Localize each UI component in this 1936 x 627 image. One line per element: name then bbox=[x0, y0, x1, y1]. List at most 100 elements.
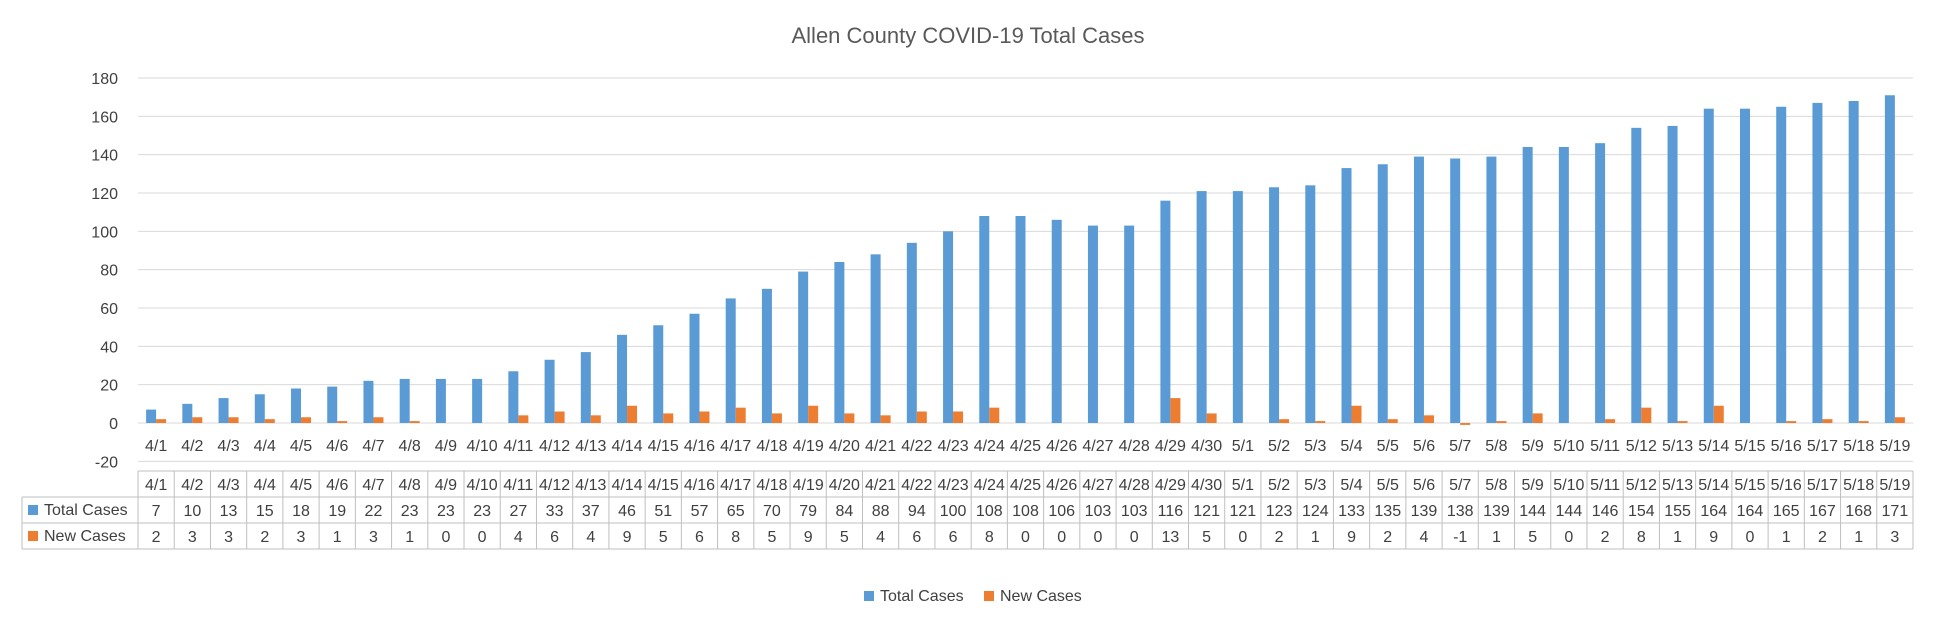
table-cell-new-cases: 0 bbox=[1746, 529, 1755, 546]
bar-new-cases bbox=[1894, 417, 1905, 423]
x-category-label: 4/16 bbox=[684, 438, 715, 455]
table-header-cell: 4/2 bbox=[181, 477, 203, 494]
x-category-label: 5/6 bbox=[1413, 438, 1435, 455]
table-header-cell: 4/7 bbox=[362, 477, 384, 494]
bar-new-cases bbox=[916, 411, 927, 423]
x-category-label: 4/2 bbox=[181, 438, 203, 455]
legend: Total Cases New Cases bbox=[864, 588, 1082, 605]
table-cell-new-cases: 2 bbox=[1818, 529, 1827, 546]
table-cell-new-cases: 4 bbox=[1420, 529, 1429, 546]
table-cell-total-cases: 155 bbox=[1664, 503, 1691, 520]
table-header-cell: 4/12 bbox=[539, 477, 570, 494]
table-cell-total-cases: 106 bbox=[1048, 503, 1075, 520]
table-header-cell: 5/18 bbox=[1843, 477, 1874, 494]
bar-new-cases bbox=[1206, 413, 1217, 423]
table-cell-total-cases: 33 bbox=[546, 503, 564, 520]
table-cell-total-cases: 108 bbox=[1012, 503, 1039, 520]
legend-key-new-cases bbox=[984, 591, 994, 601]
bar-total-cases bbox=[906, 242, 917, 423]
table-header-cell: 4/6 bbox=[326, 477, 348, 494]
x-category-label: 5/14 bbox=[1698, 438, 1729, 455]
bar-total-cases bbox=[943, 231, 954, 423]
x-category-label: 4/25 bbox=[1010, 438, 1041, 455]
bar-new-cases bbox=[1496, 421, 1507, 423]
bar-new-cases bbox=[663, 413, 674, 423]
table-cell-new-cases: 5 bbox=[1528, 529, 1537, 546]
table-legend-key-new-cases bbox=[28, 531, 38, 541]
x-category-label: 4/30 bbox=[1191, 438, 1222, 455]
table-cell-total-cases: 23 bbox=[473, 503, 491, 520]
table-cell-total-cases: 116 bbox=[1158, 503, 1184, 520]
x-category-label: 4/19 bbox=[793, 438, 824, 455]
table-cell-total-cases: 18 bbox=[292, 503, 310, 520]
x-category-label: 5/12 bbox=[1626, 438, 1657, 455]
table-cell-new-cases: 4 bbox=[876, 529, 885, 546]
bar-total-cases bbox=[363, 380, 374, 423]
table-header-cell: 4/9 bbox=[435, 477, 457, 494]
table-header-cell: 4/25 bbox=[1010, 477, 1041, 494]
table-cell-new-cases: 3 bbox=[224, 529, 233, 546]
table-cell-total-cases: 168 bbox=[1845, 503, 1872, 520]
table-header-cell: 4/19 bbox=[793, 477, 824, 494]
table-cell-new-cases: 8 bbox=[731, 529, 740, 546]
table-cell-new-cases: 4 bbox=[586, 529, 595, 546]
bar-new-cases bbox=[1351, 405, 1362, 423]
y-tick-label: 100 bbox=[91, 224, 118, 241]
table-header-cell: 5/17 bbox=[1807, 477, 1838, 494]
table-cell-new-cases: 1 bbox=[1492, 529, 1501, 546]
table-cell-total-cases: 84 bbox=[835, 503, 853, 520]
table-cell-new-cases: 9 bbox=[804, 529, 813, 546]
x-category-label: 5/13 bbox=[1662, 438, 1693, 455]
bar-new-cases bbox=[373, 417, 384, 423]
table-cell-new-cases: 2 bbox=[152, 529, 161, 546]
bar-total-cases bbox=[1486, 156, 1497, 424]
bar-new-cases bbox=[192, 417, 203, 423]
table-cell-new-cases: -1 bbox=[1453, 529, 1467, 546]
bar-total-cases bbox=[870, 254, 881, 423]
bar-new-cases bbox=[699, 411, 710, 423]
x-category-label: 4/29 bbox=[1155, 438, 1186, 455]
table-cell-new-cases: 1 bbox=[1854, 529, 1863, 546]
table-cell-total-cases: 57 bbox=[691, 503, 709, 520]
x-category-label: 5/5 bbox=[1377, 438, 1399, 455]
bar-total-cases bbox=[1413, 156, 1424, 424]
x-category-label: 4/24 bbox=[974, 438, 1005, 455]
bar-total-cases bbox=[472, 378, 483, 423]
bar-total-cases bbox=[1377, 164, 1388, 423]
bar-total-cases bbox=[689, 313, 700, 423]
bar-total-cases bbox=[508, 371, 519, 423]
table-cell-total-cases: 37 bbox=[582, 503, 600, 520]
y-tick-label: 0 bbox=[109, 416, 118, 433]
y-tick-label: 80 bbox=[100, 263, 118, 280]
x-category-label: 4/26 bbox=[1046, 438, 1077, 455]
table-cell-new-cases: 9 bbox=[1347, 529, 1356, 546]
table-cell-new-cases: 0 bbox=[1057, 529, 1066, 546]
bar-total-cases bbox=[1522, 147, 1533, 423]
x-category-label: 4/4 bbox=[254, 438, 276, 455]
table-cell-new-cases: 2 bbox=[260, 529, 269, 546]
bars bbox=[146, 95, 1905, 425]
x-category-label: 5/9 bbox=[1522, 438, 1544, 455]
table-cell-total-cases: 154 bbox=[1628, 503, 1655, 520]
bar-total-cases bbox=[1015, 216, 1026, 423]
x-category-label: 4/10 bbox=[467, 438, 498, 455]
table-header-cell: 4/22 bbox=[901, 477, 932, 494]
bar-new-cases bbox=[1858, 421, 1869, 423]
bar-total-cases bbox=[834, 262, 845, 423]
bar-total-cases bbox=[1848, 101, 1859, 423]
bar-new-cases bbox=[590, 415, 601, 423]
bar-total-cases bbox=[1558, 147, 1569, 423]
table-cell-total-cases: 139 bbox=[1411, 503, 1438, 520]
table-header-cell: 5/12 bbox=[1626, 477, 1657, 494]
x-category-label: 4/20 bbox=[829, 438, 860, 455]
table-cell-new-cases: 0 bbox=[441, 529, 450, 546]
table-cell-total-cases: 138 bbox=[1447, 503, 1474, 520]
bar-new-cases bbox=[1713, 405, 1724, 423]
table-cell-new-cases: 13 bbox=[1161, 529, 1179, 546]
bar-total-cases bbox=[1051, 219, 1062, 423]
table-header-cell: 4/24 bbox=[974, 477, 1005, 494]
table-cell-new-cases: 1 bbox=[1673, 529, 1682, 546]
bar-new-cases bbox=[1279, 419, 1290, 423]
table-header-cell: 5/2 bbox=[1268, 477, 1290, 494]
y-tick-label: 140 bbox=[91, 148, 118, 165]
